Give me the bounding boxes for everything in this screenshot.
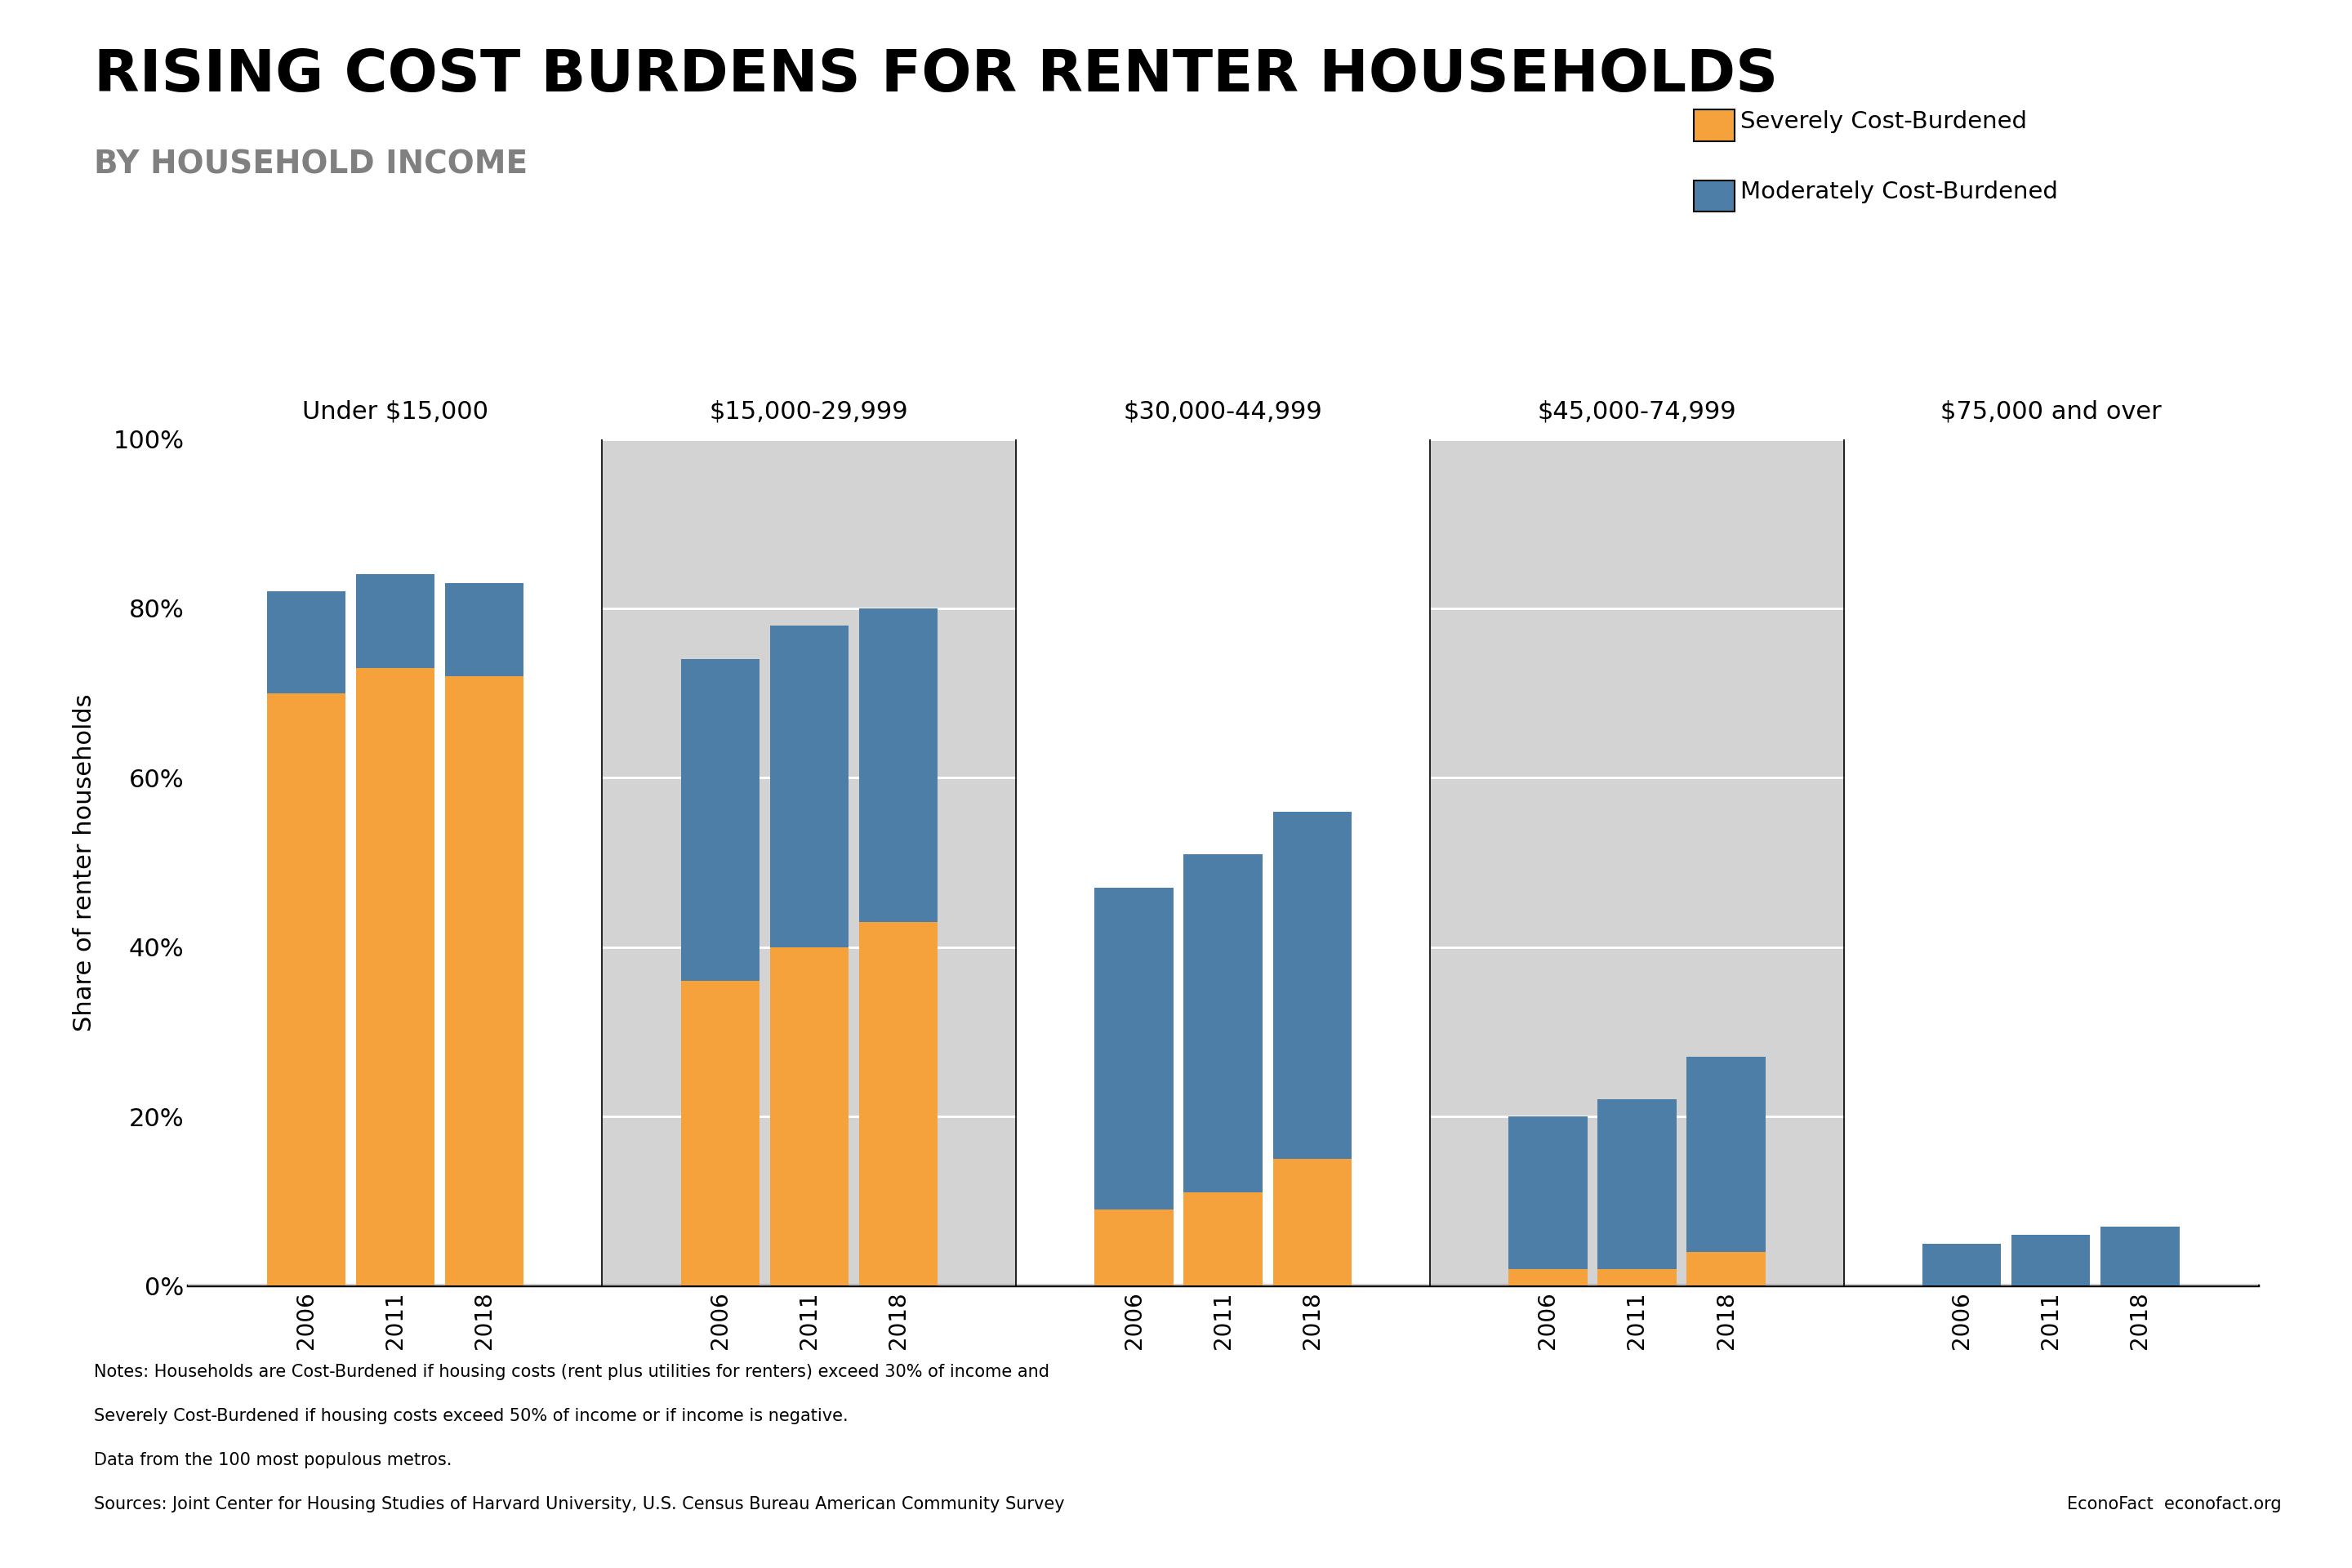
Bar [680, 982, 760, 1286]
Bar [1183, 855, 1263, 1193]
Text: $45,000-74,999: $45,000-74,999 [1538, 400, 1736, 423]
Bar [1922, 1243, 2002, 1286]
Bar [769, 947, 849, 1286]
Bar [1272, 1159, 1352, 1286]
Bar [858, 922, 938, 1286]
Text: Sources: Joint Center for Housing Studies of Harvard University, U.S. Census Bur: Sources: Joint Center for Housing Studie… [94, 1496, 1065, 1512]
Bar [445, 583, 524, 676]
Text: Data from the 100 most populous metros.: Data from the 100 most populous metros. [94, 1452, 452, 1468]
Bar [1272, 812, 1352, 1159]
Bar [769, 626, 849, 947]
Bar [1686, 1057, 1766, 1251]
Bar [602, 439, 1016, 1286]
Bar [266, 591, 346, 693]
Text: $15,000-29,999: $15,000-29,999 [710, 400, 908, 423]
Text: Moderately Cost-Burdened: Moderately Cost-Burdened [1740, 180, 2058, 204]
Bar [355, 668, 435, 1286]
Bar [266, 693, 346, 1286]
Text: Under $15,000: Under $15,000 [301, 400, 489, 423]
Text: $30,000-44,999: $30,000-44,999 [1124, 400, 1322, 423]
Bar [445, 676, 524, 1286]
Bar [2011, 1236, 2091, 1286]
Bar [1597, 1099, 1677, 1269]
Bar [1094, 887, 1174, 1209]
Text: RISING COST BURDENS FOR RENTER HOUSEHOLDS: RISING COST BURDENS FOR RENTER HOUSEHOLD… [94, 47, 1778, 103]
Bar [680, 659, 760, 982]
Text: BY HOUSEHOLD INCOME: BY HOUSEHOLD INCOME [94, 149, 527, 180]
Bar [1094, 1209, 1174, 1286]
Text: Severely Cost-Burdened if housing costs exceed 50% of income or if income is neg: Severely Cost-Burdened if housing costs … [94, 1408, 849, 1424]
Bar [1597, 1269, 1677, 1286]
Bar [1430, 439, 1844, 1286]
Y-axis label: Share of renter households: Share of renter households [73, 693, 96, 1032]
Bar [2100, 1226, 2180, 1286]
Text: Severely Cost-Burdened: Severely Cost-Burdened [1740, 110, 2027, 133]
Bar [1508, 1116, 1588, 1269]
Bar [355, 574, 435, 668]
Text: $75,000 and over: $75,000 and over [1940, 400, 2161, 423]
Bar [1508, 1269, 1588, 1286]
Text: Notes: Households are Cost-Burdened if housing costs (rent plus utilities for re: Notes: Households are Cost-Burdened if h… [94, 1364, 1049, 1380]
Bar [1183, 1193, 1263, 1286]
Bar [858, 608, 938, 922]
Bar [1686, 1251, 1766, 1286]
Text: EconoFact  econofact.org: EconoFact econofact.org [2067, 1496, 2281, 1512]
